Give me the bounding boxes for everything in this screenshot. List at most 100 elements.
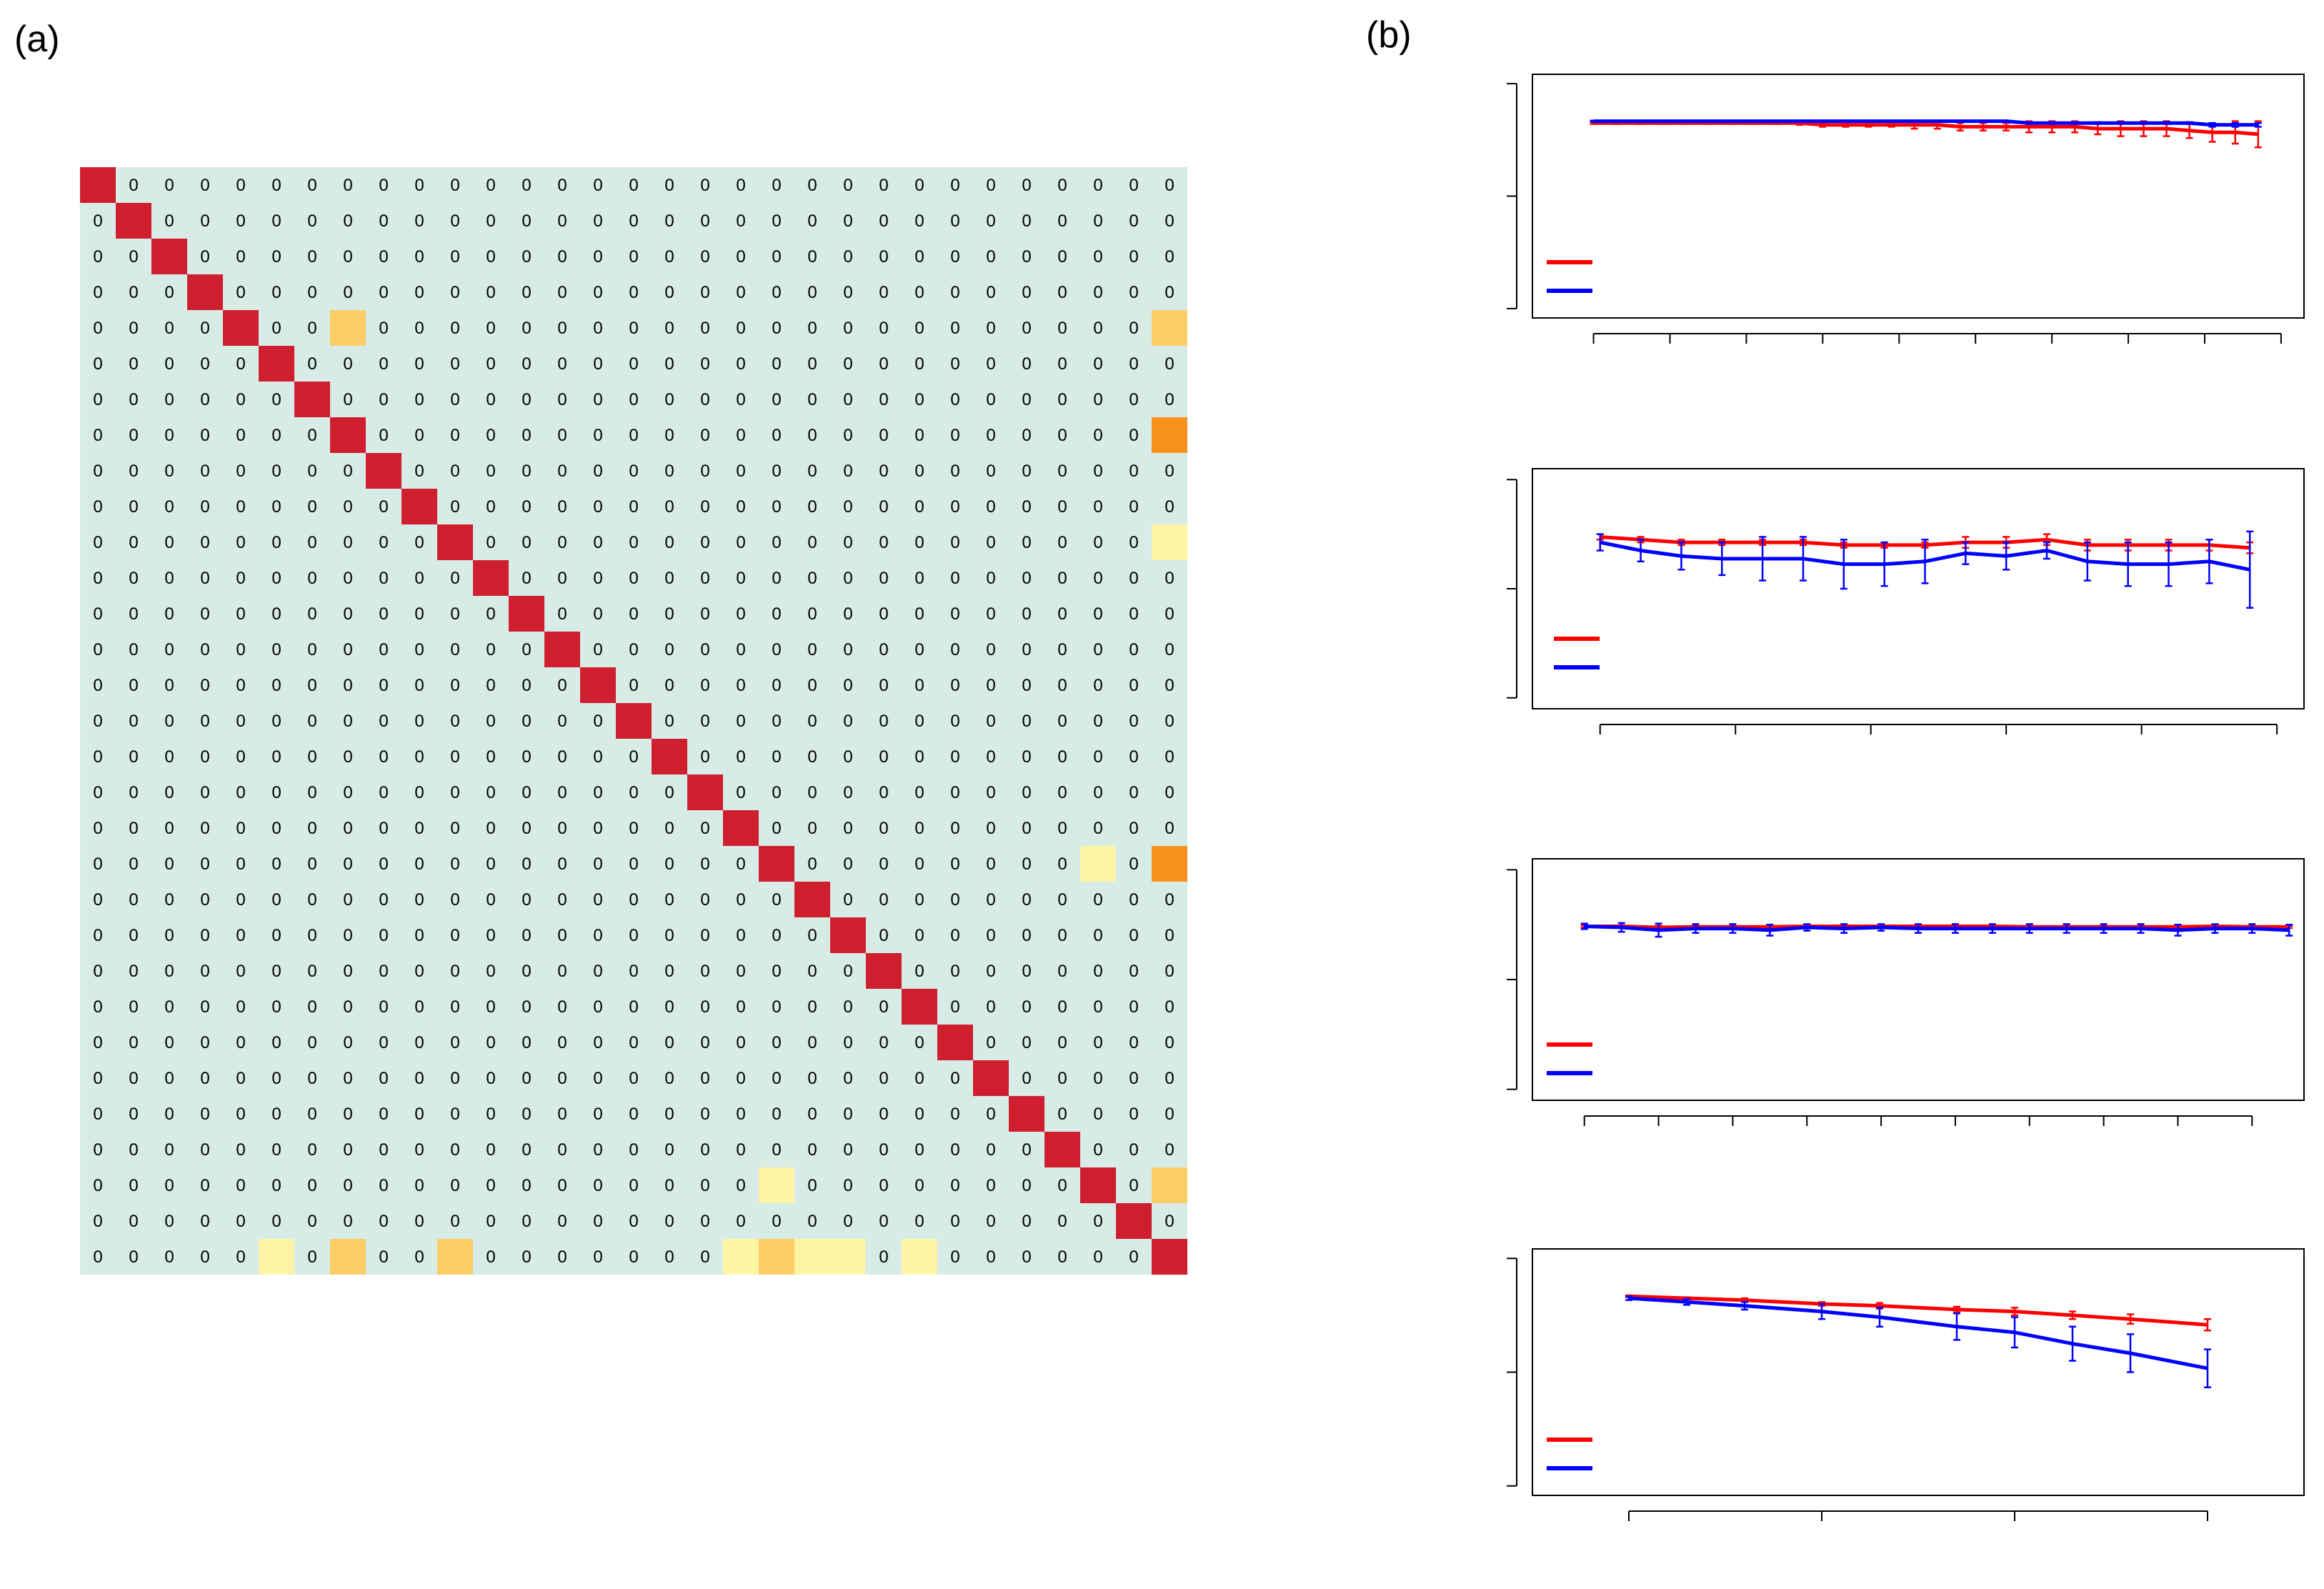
heatmap-cell-zero: 0 (271, 855, 281, 874)
heatmap-cell-zero: 0 (843, 676, 852, 695)
heatmap-cell-diagonal (294, 382, 330, 417)
heatmap-cell-zero: 0 (450, 819, 459, 838)
heatmap-cell-zero: 0 (986, 783, 995, 802)
heatmap-cell-zero: 0 (271, 426, 281, 445)
ari-errorbar (1596, 533, 1604, 552)
heatmap-cell-zero: 0 (200, 997, 209, 1017)
heatmap-cell-zero: 0 (772, 783, 781, 802)
heatmap-cell-zero: 0 (271, 1176, 281, 1195)
heatmap-cell-zero: 0 (807, 1212, 817, 1231)
heatmap-cell-zero: 0 (700, 211, 709, 231)
ari-errorbar (1658, 119, 1666, 123)
heatmap-cell-zero: 0 (557, 497, 567, 517)
heatmap-cell-zero: 0 (271, 390, 281, 409)
heatmap-cell-zero: 0 (1093, 712, 1102, 731)
ari-errorbar (1655, 922, 1662, 938)
heatmap-cell-zero: 0 (343, 533, 352, 552)
heatmap-cell-zero: 0 (843, 997, 852, 1017)
heatmap-cell-zero: 0 (1022, 747, 1031, 767)
heatmap-cell-zero: 0 (522, 1105, 531, 1124)
heatmap-cell-zero: 0 (1022, 390, 1031, 409)
heatmap-cell-diagonal (759, 846, 794, 882)
heatmap-cell-zero: 0 (593, 1105, 602, 1124)
heatmap-cell-zero: 0 (271, 604, 281, 624)
heatmap-cell-zero: 0 (93, 211, 102, 231)
heatmap-cell-zero: 0 (343, 604, 352, 624)
heatmap-cell-zero: 0 (307, 1033, 316, 1052)
heatmap-cell-offdiagonal (759, 1239, 794, 1275)
heatmap-cell-diagonal (616, 703, 652, 739)
accuracy-errorbar (1819, 121, 1827, 128)
heatmap-cell-zero: 0 (1093, 426, 1102, 445)
heatmap-cell-zero: 0 (843, 819, 852, 838)
heatmap-cell-zero: 0 (950, 962, 959, 981)
heatmap-cell-zero: 0 (1057, 712, 1067, 731)
ari-errorbar (1718, 541, 1726, 577)
ari-errorbar (2011, 1316, 2018, 1349)
ari-errorbar (2083, 541, 2091, 582)
heatmap-cell-zero: 0 (129, 497, 138, 517)
heatmap-cell-zero: 0 (307, 569, 316, 588)
heatmap-cell-zero: 0 (200, 247, 209, 267)
heatmap-cell-zero: 0 (700, 855, 709, 874)
heatmap-cell-zero: 0 (236, 462, 245, 481)
heatmap-cell-zero: 0 (1165, 283, 1174, 302)
heatmap-cell-zero: 0 (879, 819, 888, 838)
heatmap-cell-zero: 0 (1165, 462, 1174, 481)
heatmap-cell-zero: 0 (1057, 569, 1067, 588)
heatmap-cell-zero: 0 (879, 1033, 888, 1052)
heatmap-cell-zero: 0 (522, 997, 531, 1017)
heatmap-cell-zero: 0 (93, 569, 102, 588)
heatmap-cell-zero: 0 (450, 426, 459, 445)
heatmap-cell-zero: 0 (557, 926, 567, 945)
heatmap-cell-zero: 0 (879, 211, 888, 231)
heatmap-cell-zero: 0 (129, 783, 138, 802)
heatmap-cell-zero: 0 (271, 1033, 281, 1052)
heatmap-cell-zero: 0 (379, 426, 388, 445)
accuracy-line (1593, 121, 2259, 136)
heatmap-cell-zero: 0 (664, 997, 674, 1017)
heatmap-cell-zero: 0 (700, 962, 709, 981)
heatmap-cell-zero: 0 (129, 176, 138, 195)
heatmap-cell-zero: 0 (522, 390, 531, 409)
heatmap-cell-zero: 0 (843, 1176, 852, 1195)
accuracy-errorbar (2204, 1317, 2211, 1332)
heatmap-cell-zero: 0 (843, 176, 852, 195)
heatmap-cell-zero: 0 (700, 426, 709, 445)
heatmap-cell-zero: 0 (557, 1105, 567, 1124)
heatmap-cell-zero: 0 (1057, 1033, 1067, 1052)
heatmap-cell-zero: 0 (414, 712, 424, 731)
heatmap-cell-zero: 0 (950, 283, 959, 302)
heatmap-cell-zero: 0 (164, 426, 174, 445)
heatmap-cell-zero: 0 (450, 604, 459, 624)
heatmap-cell-diagonal (509, 596, 544, 632)
heatmap-cell-zero: 0 (986, 1176, 995, 1195)
heatmap-cell-zero: 0 (950, 211, 959, 231)
heatmap-cell-zero: 0 (1093, 1212, 1102, 1231)
heatmap-cell-zero: 0 (557, 319, 567, 338)
heatmap-cell-zero: 0 (807, 640, 817, 659)
heatmap-cell-zero: 0 (129, 1069, 138, 1088)
heatmap-cell-zero: 0 (807, 997, 817, 1017)
heatmap-cell-zero: 0 (1129, 497, 1138, 517)
heatmap-cell-zero: 0 (379, 855, 388, 874)
heatmap-cell-zero: 0 (557, 533, 567, 552)
heatmap-cell-zero: 0 (1129, 855, 1138, 874)
heatmap-cell-zero: 0 (736, 1105, 745, 1124)
heatmap-cell-zero: 0 (950, 1140, 959, 1160)
heatmap-cell-zero: 0 (307, 855, 316, 874)
heatmap-cell-zero: 0 (807, 176, 817, 195)
heatmap-cell-zero: 0 (986, 319, 995, 338)
heatmap-cell-zero: 0 (1057, 176, 1067, 195)
heatmap-cell-diagonal (544, 632, 580, 667)
ari-errorbar (2124, 541, 2132, 587)
heatmap-cell-zero: 0 (1022, 640, 1031, 659)
heatmap-cell-zero: 0 (593, 533, 602, 552)
heatmap-cell-offdiagonal (830, 1239, 866, 1275)
heatmap-cell-zero: 0 (879, 497, 888, 517)
heatmap-cell-zero: 0 (1057, 462, 1067, 481)
heatmap-cell-zero: 0 (129, 819, 138, 838)
heatmap-cell-zero: 0 (450, 997, 459, 1017)
heatmap-cell-zero: 0 (486, 890, 495, 910)
heatmap-cell-zero: 0 (772, 997, 781, 1017)
